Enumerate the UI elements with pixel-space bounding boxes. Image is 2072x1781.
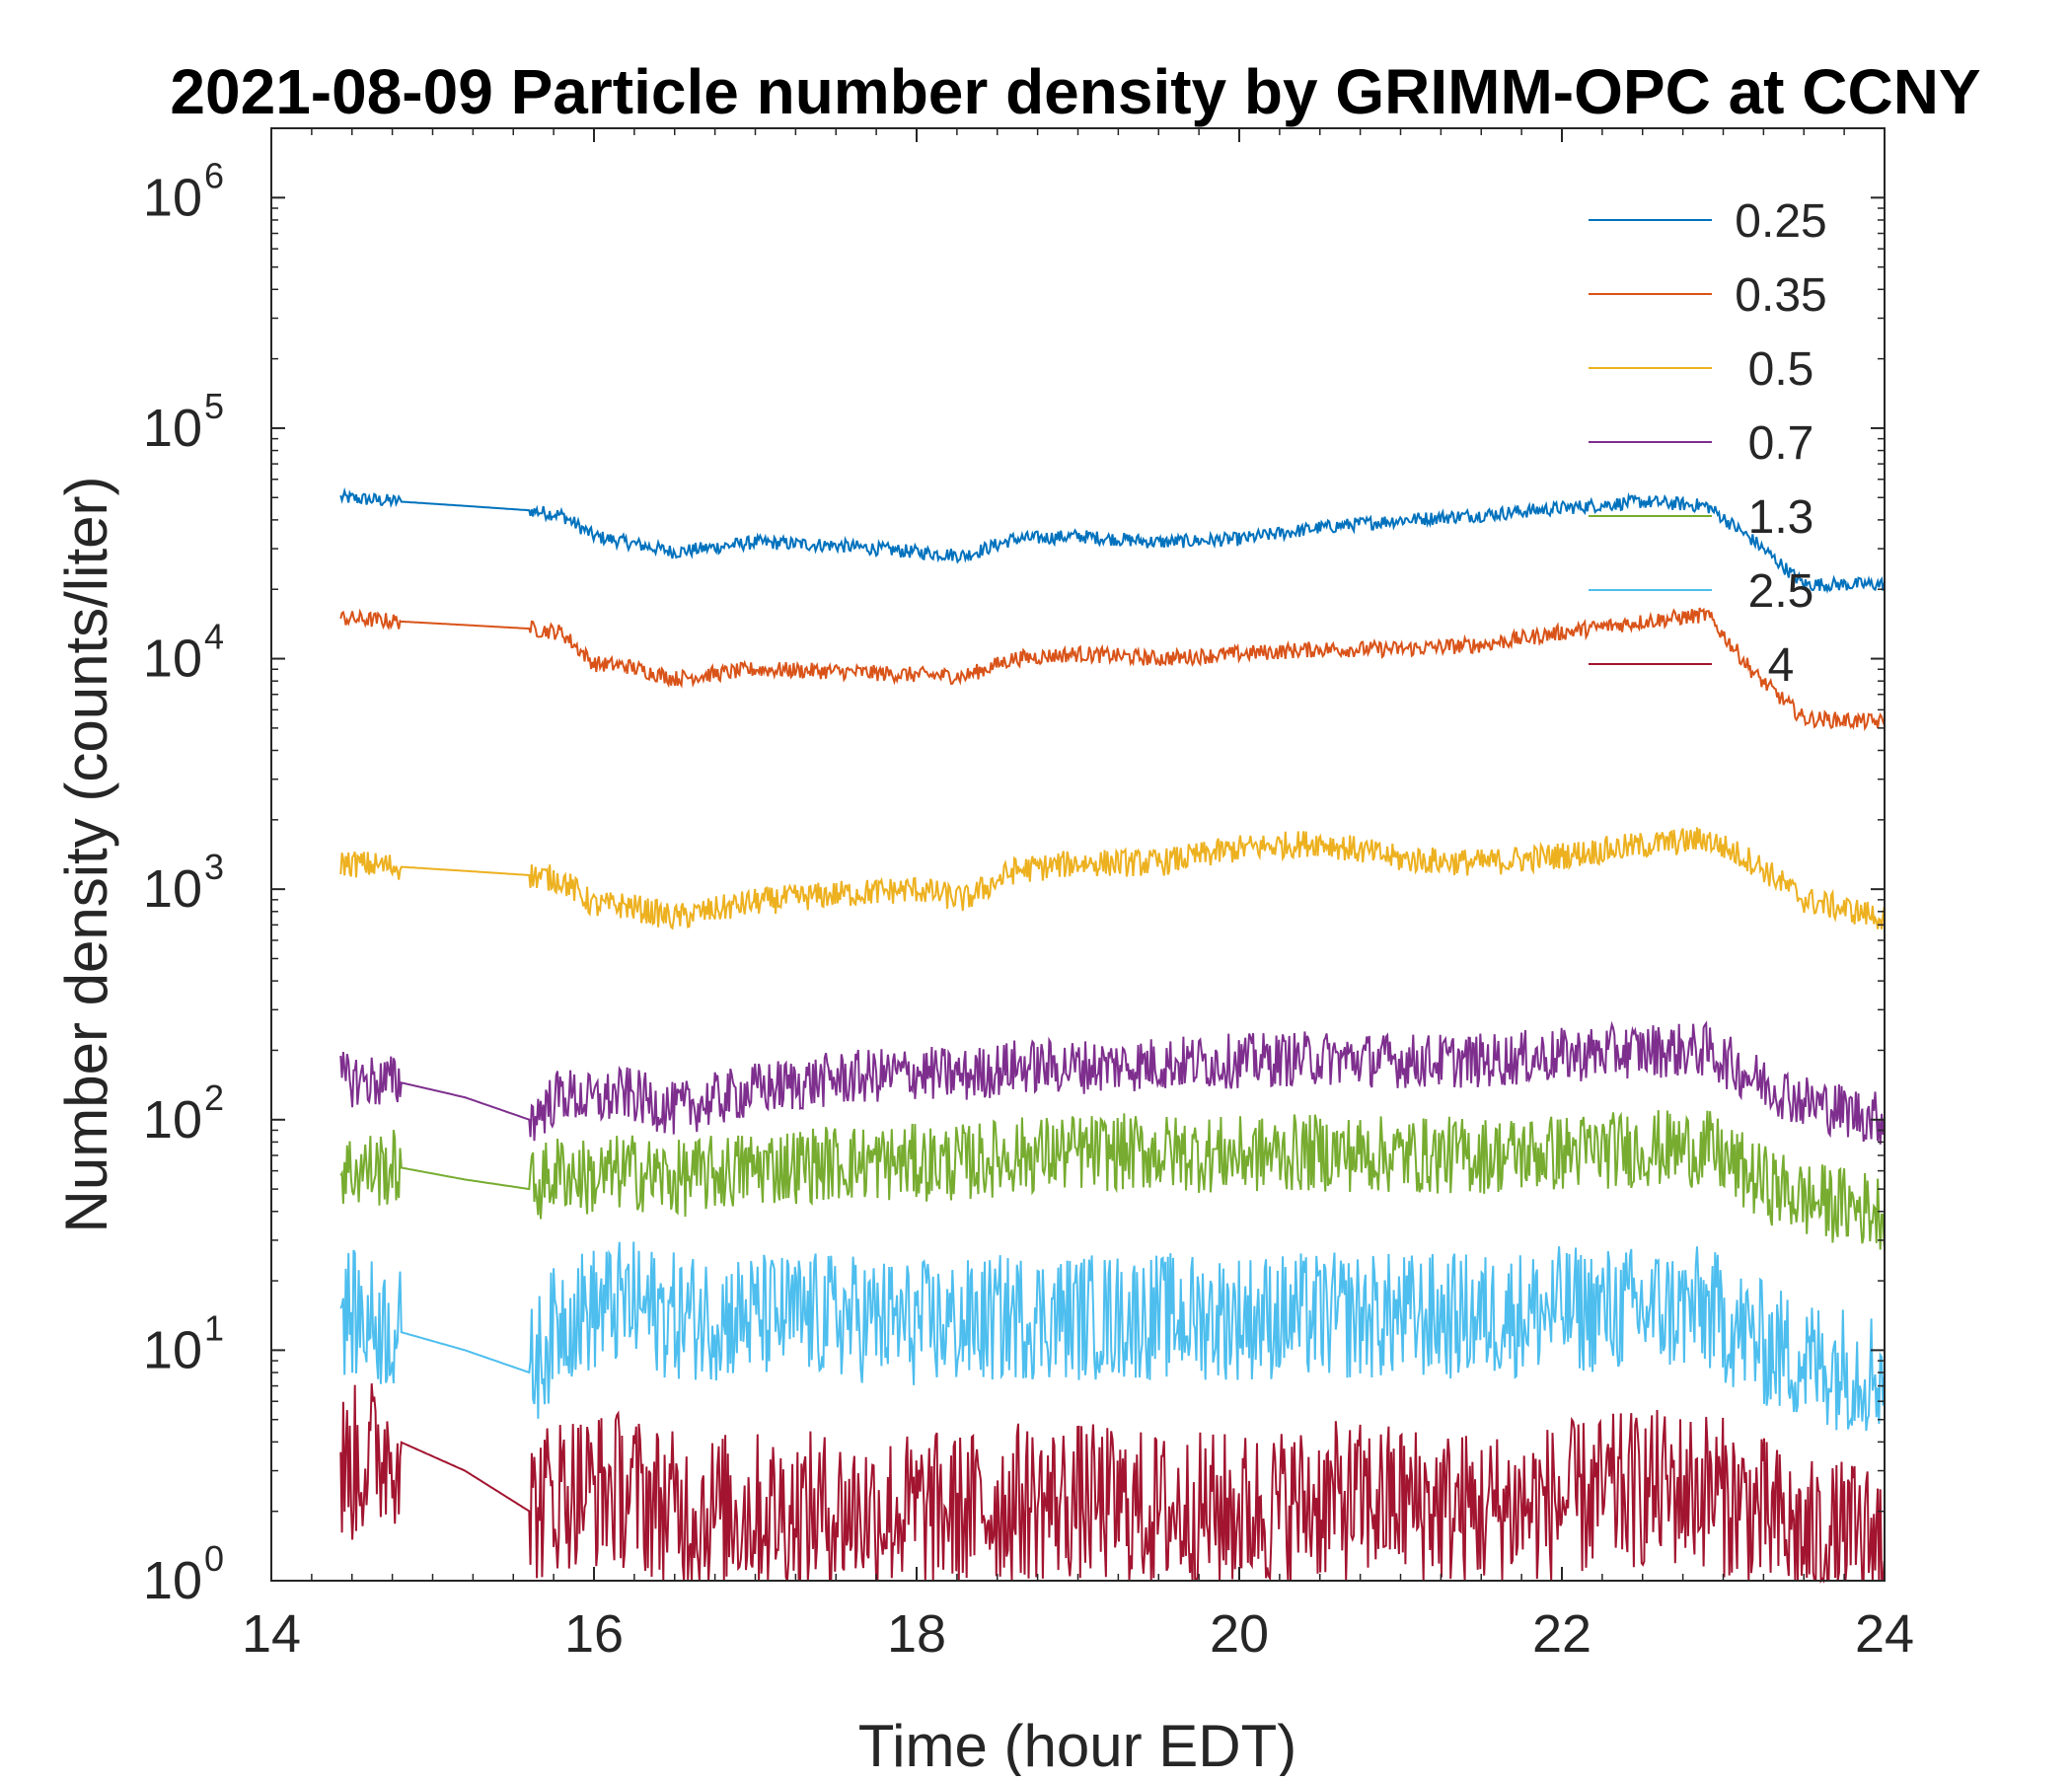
y-tick-exponent: 2 [204, 1077, 224, 1118]
x-tick-label: 18 [887, 1604, 946, 1664]
y-tick-exponent: 0 [204, 1538, 224, 1579]
y-tick-label: 10 [143, 1551, 202, 1610]
x-tick-label: 24 [1855, 1604, 1914, 1664]
x-axis-label: Time (hour EDT) [858, 1713, 1297, 1776]
y-tick-label: 10 [143, 399, 202, 458]
legend-label: 0.35 [1735, 269, 1826, 322]
y-tick-label: 10 [143, 1090, 202, 1150]
series-line-0-35 [339, 607, 1886, 732]
legend-label: 0.5 [1748, 343, 1814, 396]
series-line-0-7 [339, 1020, 1886, 1145]
series-line-2-5 [339, 1241, 1886, 1432]
legend: 0.25 0.35 0.5 0.7 1.3 2.5 4 [1589, 195, 1827, 692]
series-line-1-3 [339, 1110, 1886, 1250]
series-line-0-25 [339, 486, 1886, 594]
y-tick-exponent: 6 [204, 155, 224, 195]
y-tick-exponent: 4 [204, 617, 224, 657]
y-tick-exponent: 3 [204, 847, 224, 887]
chart-title: 2021-08-09 Particle number density by GR… [170, 56, 1980, 127]
series-layer [339, 486, 1886, 1585]
y-tick-exponent: 1 [204, 1307, 224, 1348]
legend-label: 2.5 [1748, 565, 1814, 618]
legend-label: 1.3 [1748, 491, 1814, 544]
x-tick-label: 20 [1210, 1604, 1269, 1664]
x-tick-label: 22 [1532, 1604, 1591, 1664]
series-line-4 [339, 1383, 1886, 1585]
legend-label: 4 [1768, 639, 1795, 692]
y-tick-label: 10 [143, 859, 202, 919]
x-tick-label: 16 [564, 1604, 624, 1664]
x-tick-label: 14 [242, 1604, 301, 1664]
y-axis-label: Number density (counts/liter) [53, 477, 119, 1233]
plot-frame [270, 127, 1886, 1582]
legend-label: 0.7 [1748, 417, 1814, 470]
y-tick-exponent: 5 [204, 386, 224, 426]
y-tick-label: 10 [143, 168, 202, 227]
y-tick-label: 10 [143, 630, 202, 689]
legend-label: 0.25 [1735, 195, 1826, 248]
series-line-0-5 [339, 827, 1886, 930]
y-tick-label: 10 [143, 1320, 202, 1379]
